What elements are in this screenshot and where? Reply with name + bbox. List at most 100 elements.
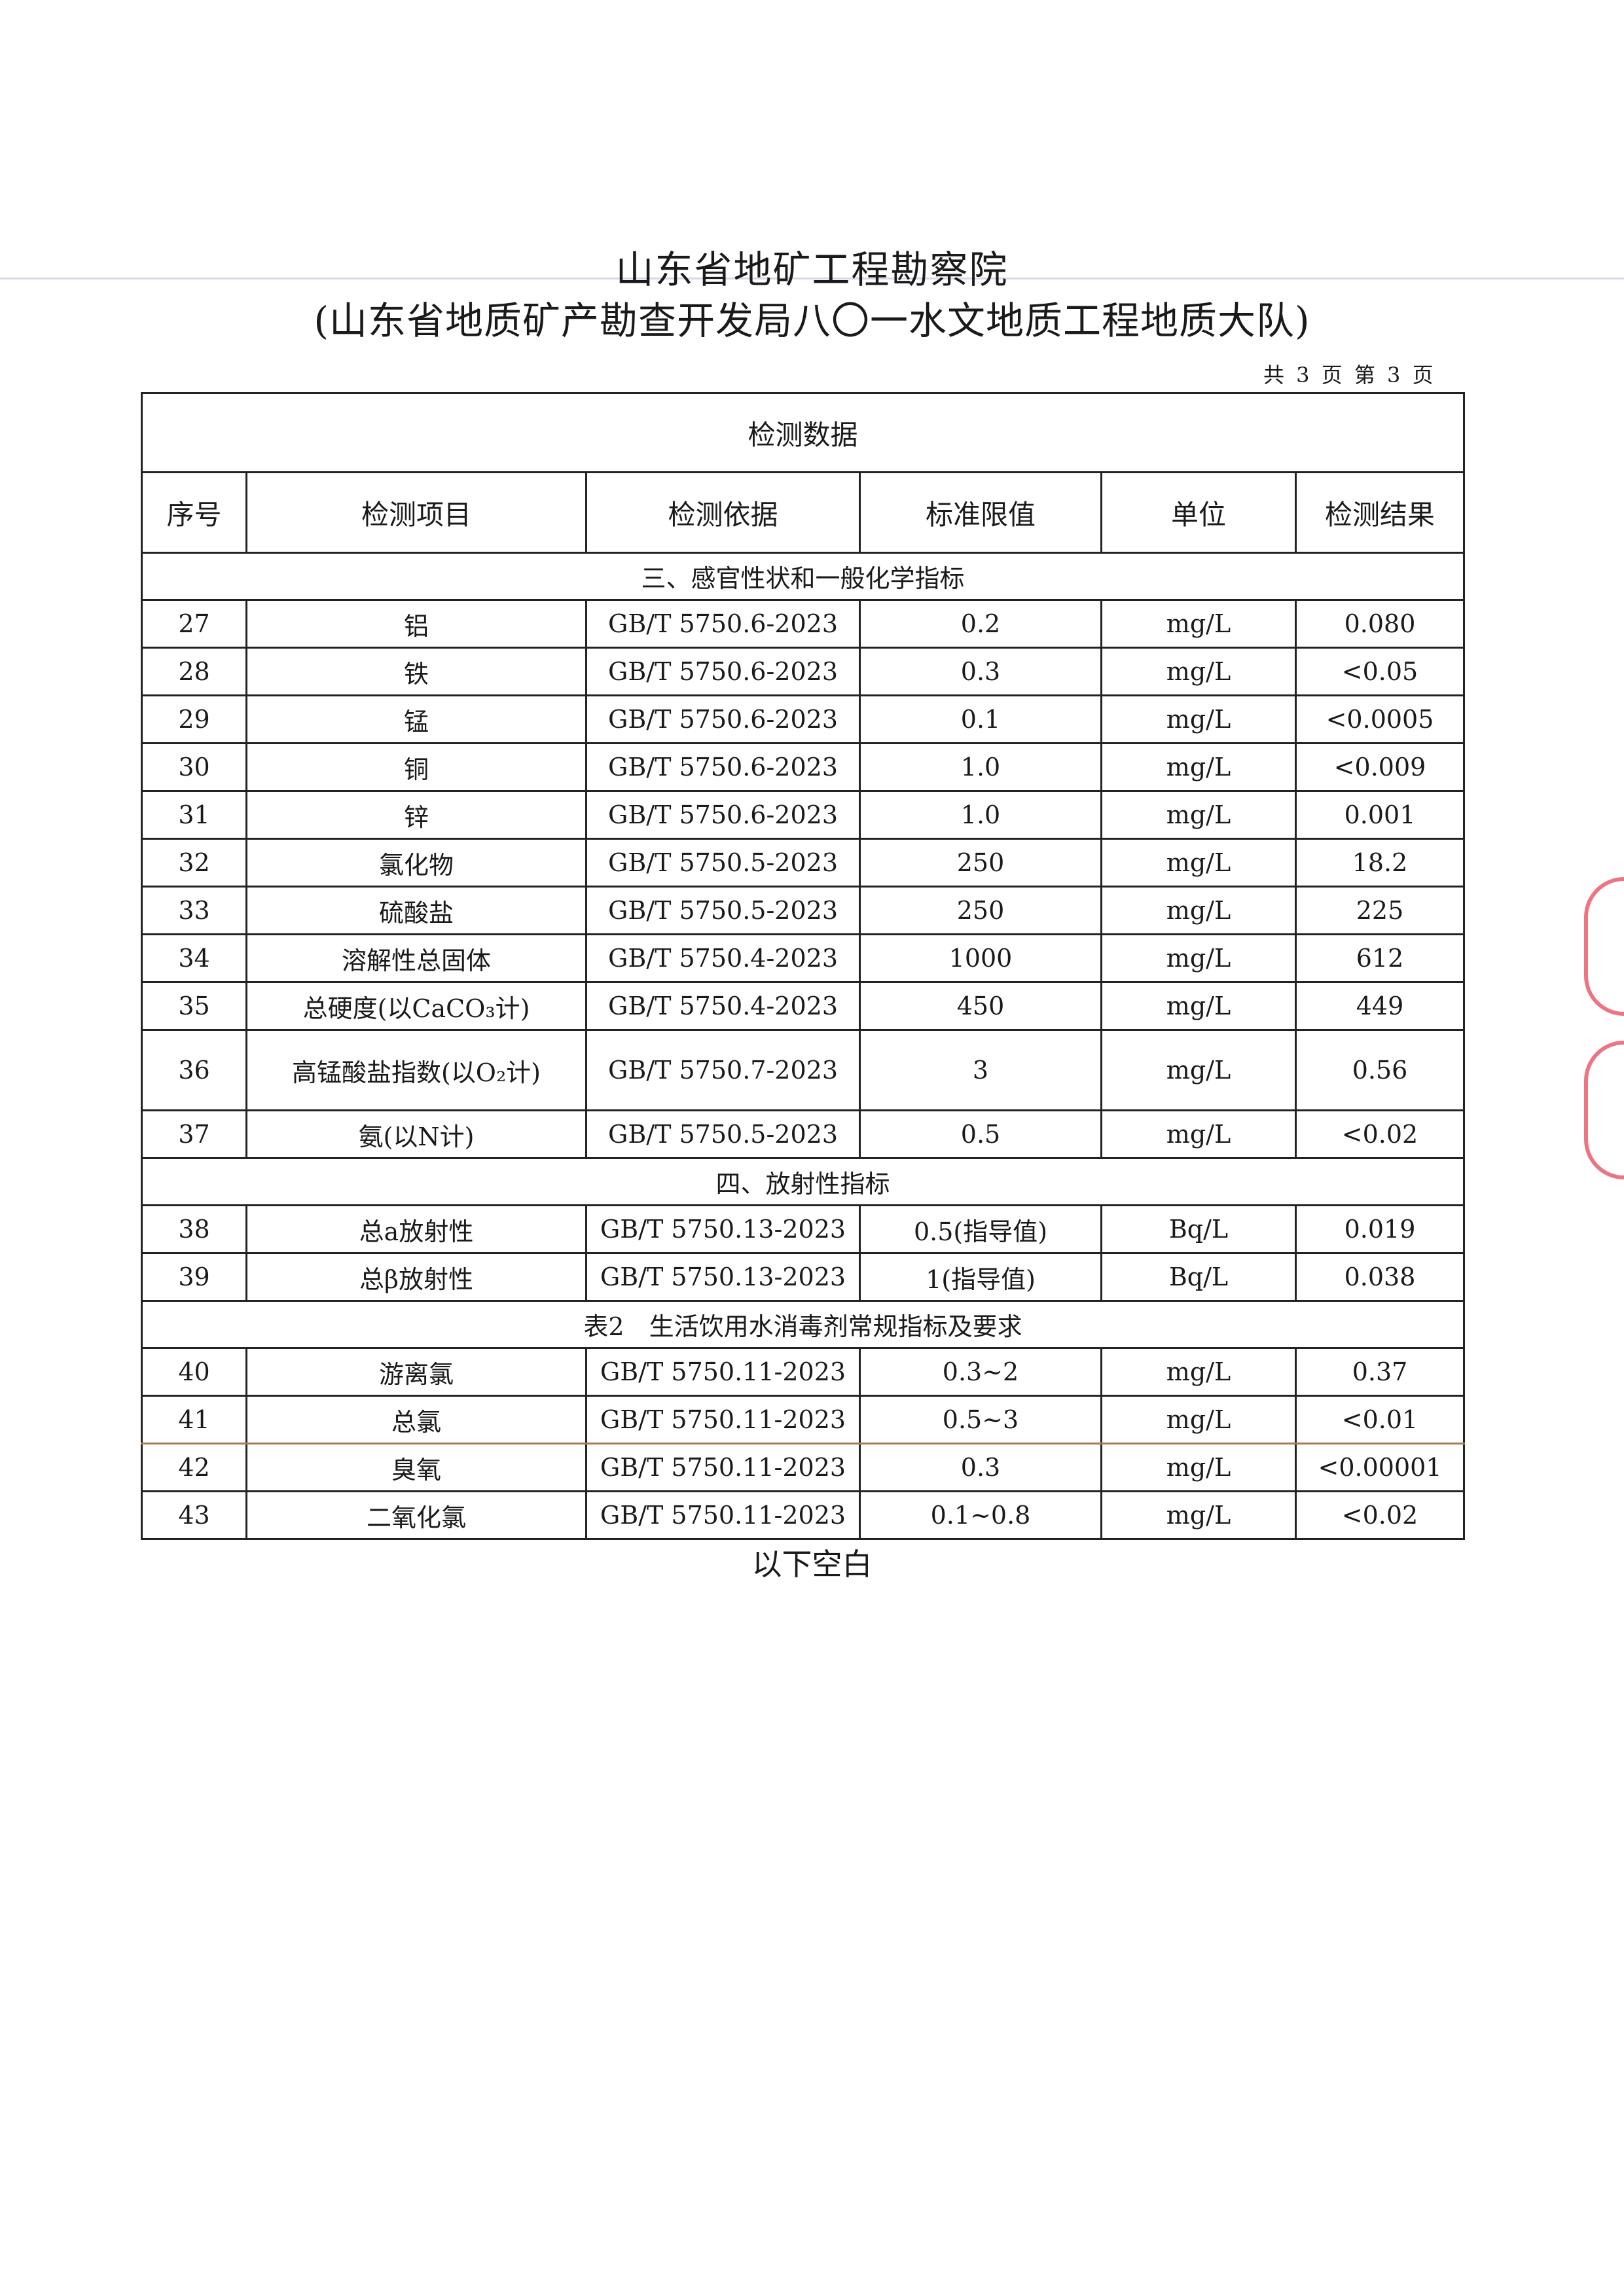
standard-limit: 1.0 [859, 742, 1102, 792]
test-result: <0.05 [1294, 647, 1466, 696]
document-subtitle: (山东省地质矿产勘查开发局八〇一水文地质工程地质大队) [314, 298, 1310, 343]
section-header-row: 四、放射性指标 [140, 1157, 1466, 1206]
standard-limit: 0.1 [859, 694, 1102, 744]
test-item: 总硬度(以CaCO₃计) [245, 981, 587, 1031]
column-header: 检测项目 [245, 471, 587, 554]
test-method: GB/T 5750.5-2023 [585, 886, 861, 935]
red-seal-stamp [1584, 877, 1624, 1016]
row-number: 30 [141, 742, 247, 792]
test-result: 0.019 [1294, 1204, 1466, 1254]
test-item: 铁 [245, 647, 587, 696]
unit: mg/L [1100, 1395, 1297, 1444]
standard-limit: 1(指导值) [859, 1252, 1102, 1302]
unit: mg/L [1100, 1490, 1297, 1540]
standard-limit: 1.0 [859, 790, 1102, 840]
test-method: GB/T 5750.5-2023 [585, 1109, 861, 1159]
test-result: 0.001 [1294, 790, 1466, 840]
row-number: 32 [141, 838, 247, 888]
table-row: 27 铝 GB/T 5750.6-2023 0.2 mg/L 0.080 [141, 599, 1466, 649]
test-result: <0.02 [1294, 1109, 1466, 1159]
test-item: 溶解性总固体 [245, 933, 587, 983]
table-row: 35 总硬度(以CaCO₃计) GB/T 5750.4-2023 450 mg/L 449 [141, 981, 1466, 1031]
unit: mg/L [1100, 1443, 1297, 1492]
test-item: 铜 [245, 742, 587, 792]
table-row: 41 总氯 GB/T 5750.11-2023 0.5~3 mg/L <0.01 [141, 1395, 1466, 1444]
section-title: 表2 生活饮用水消毒剂常规指标及要求 [140, 1300, 1466, 1349]
row-number: 38 [141, 1204, 247, 1254]
unit: mg/L [1100, 790, 1297, 840]
section-header-row: 三、感官性状和一般化学指标 [140, 552, 1466, 601]
column-header: 检测依据 [585, 471, 861, 554]
test-method: GB/T 5750.11-2023 [585, 1347, 861, 1397]
unit: mg/L [1100, 838, 1297, 888]
table-row: 32 氯化物 GB/T 5750.5-2023 250 mg/L 18.2 [141, 838, 1466, 888]
standard-limit: 1000 [859, 933, 1102, 983]
table-row: 29 锰 GB/T 5750.6-2023 0.1 mg/L <0.0005 [141, 694, 1466, 744]
test-method: GB/T 5750.11-2023 [585, 1395, 861, 1444]
test-result: <0.0005 [1294, 694, 1466, 744]
test-result: <0.009 [1294, 742, 1466, 792]
test-result: 0.038 [1294, 1252, 1466, 1302]
row-number: 31 [141, 790, 247, 840]
blank-below-note: 以下空白 [751, 1547, 873, 1582]
test-item: 二氧化氯 [245, 1490, 587, 1540]
test-method: GB/T 5750.6-2023 [585, 694, 861, 744]
test-result: 0.080 [1294, 599, 1466, 649]
standard-limit: 0.3~2 [859, 1347, 1102, 1397]
test-method: GB/T 5750.6-2023 [585, 599, 861, 649]
standard-limit: 3 [859, 1029, 1102, 1111]
test-method: GB/T 5750.4-2023 [585, 933, 861, 983]
table-row: 34 溶解性总固体 GB/T 5750.4-2023 1000 mg/L 612 [141, 933, 1466, 983]
column-header: 单位 [1100, 471, 1297, 554]
test-item: 氯化物 [245, 838, 587, 888]
standard-limit: 0.5 [859, 1109, 1102, 1159]
row-number: 27 [141, 599, 247, 649]
test-method: GB/T 5750.6-2023 [585, 742, 861, 792]
table-header-row: 序号 检测项目 检测依据 标准限值 单位 检测结果 [141, 471, 1466, 554]
test-item: 锌 [245, 790, 587, 840]
unit: mg/L [1100, 742, 1297, 792]
test-method: GB/T 5750.11-2023 [585, 1443, 861, 1492]
row-number: 40 [141, 1347, 247, 1397]
section-title: 四、放射性指标 [140, 1157, 1466, 1206]
standard-limit: 0.2 [859, 599, 1102, 649]
row-number: 39 [141, 1252, 247, 1302]
row-number: 41 [141, 1395, 247, 1444]
table-row: 42 臭氧 GB/T 5750.11-2023 0.3 mg/L <0.00001 [141, 1443, 1466, 1492]
test-result: 449 [1294, 981, 1466, 1031]
section-header-row: 表2 生活饮用水消毒剂常规指标及要求 [140, 1300, 1466, 1349]
test-item: 总β放射性 [245, 1252, 587, 1302]
table-caption-row: 检测数据 [140, 392, 1466, 473]
unit: mg/L [1100, 647, 1297, 696]
test-method: GB/T 5750.7-2023 [585, 1029, 861, 1111]
unit: mg/L [1100, 599, 1297, 649]
standard-limit: 0.5(指导值) [859, 1204, 1102, 1254]
test-result: <0.02 [1294, 1490, 1466, 1540]
table-row: 30 铜 GB/T 5750.6-2023 1.0 mg/L <0.009 [141, 742, 1466, 792]
test-result: <0.00001 [1294, 1443, 1466, 1492]
test-item: 高锰酸盐指数(以O₂计) [245, 1029, 587, 1111]
row-number: 43 [141, 1490, 247, 1540]
red-seal-stamp [1584, 1041, 1624, 1179]
test-item: 总氯 [245, 1395, 587, 1444]
test-data-table: 检测数据 序号 检测项目 检测依据 标准限值 单位 检测结果 三、感官性状和一般… [140, 392, 1466, 1540]
test-item: 游离氯 [245, 1347, 587, 1397]
standard-limit: 450 [859, 981, 1102, 1031]
row-number: 42 [141, 1443, 247, 1492]
test-item: 臭氧 [245, 1443, 587, 1492]
unit: mg/L [1100, 1029, 1297, 1111]
row-number: 37 [141, 1109, 247, 1159]
test-method: GB/T 5750.6-2023 [585, 790, 861, 840]
column-header: 标准限值 [859, 471, 1102, 554]
table-row: 36 高锰酸盐指数(以O₂计) GB/T 5750.7-2023 3 mg/L 0.56 [141, 1029, 1466, 1111]
column-header: 序号 [141, 471, 247, 554]
test-method: GB/T 5750.6-2023 [585, 647, 861, 696]
table-row: 38 总a放射性 GB/T 5750.13-2023 0.5(指导值) Bq/L 0.01… [141, 1204, 1466, 1254]
scan-artifact-line [0, 278, 1624, 279]
unit: mg/L [1100, 1347, 1297, 1397]
table-row: 33 硫酸盐 GB/T 5750.5-2023 250 mg/L 225 [141, 886, 1466, 935]
test-item: 硫酸盐 [245, 886, 587, 935]
column-header: 检测结果 [1294, 471, 1466, 554]
test-item: 总a放射性 [245, 1204, 587, 1254]
unit: Bq/L [1100, 1252, 1297, 1302]
